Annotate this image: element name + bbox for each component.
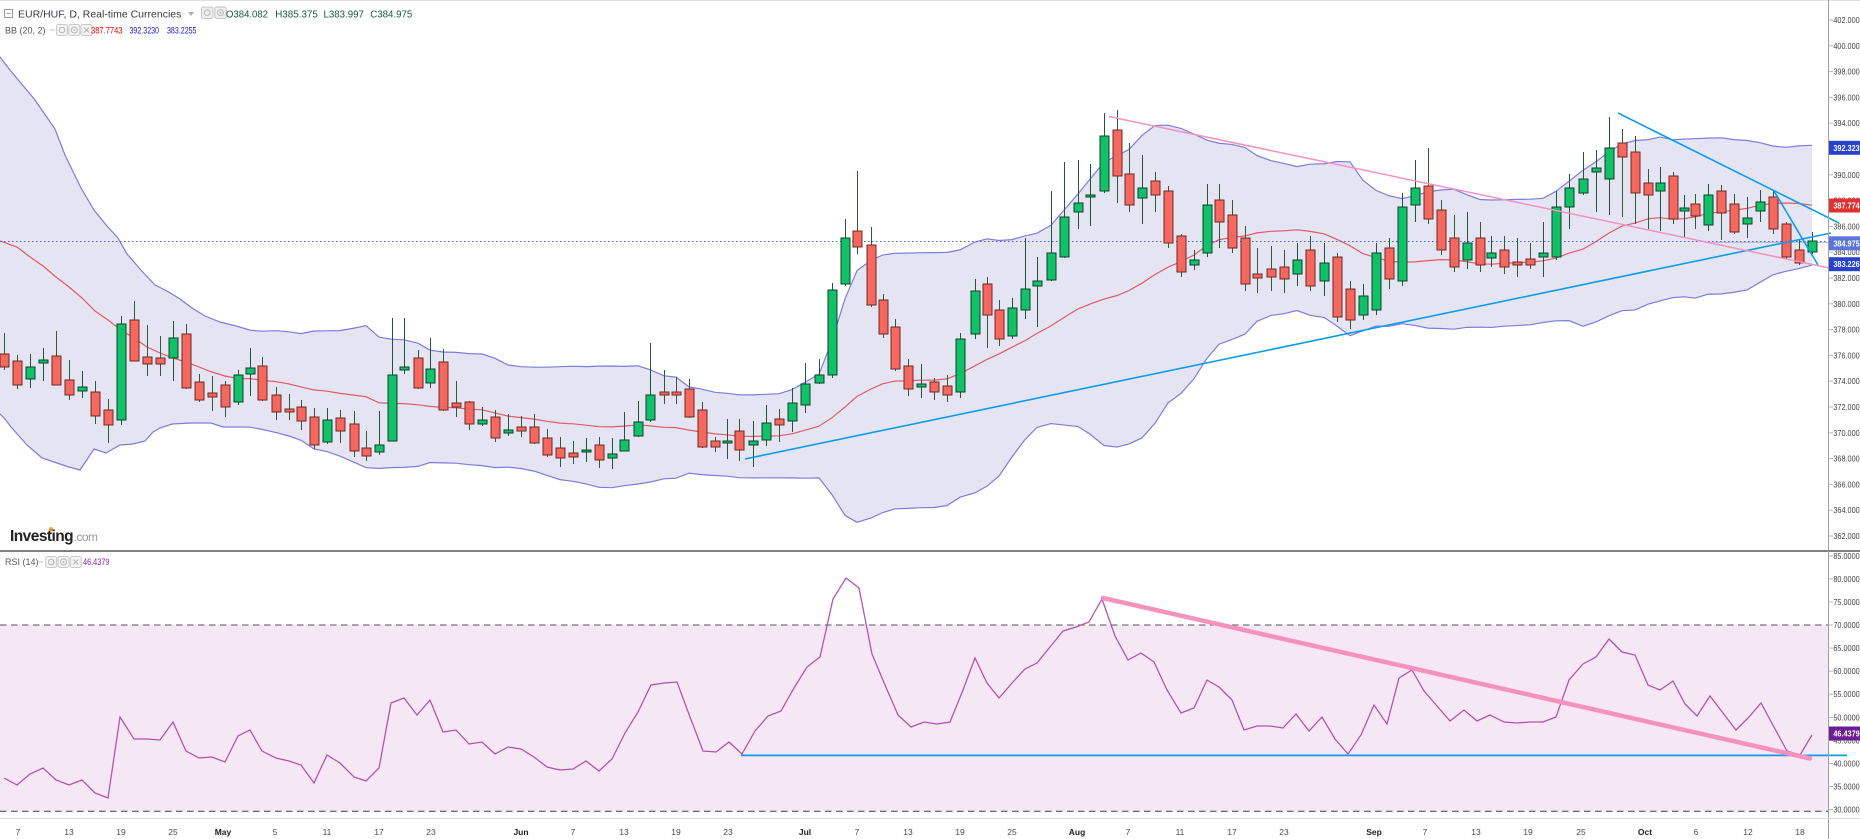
svg-text:Investing.com: Investing.com (10, 528, 98, 545)
svg-text:380.000: 380.000 (1833, 300, 1860, 309)
svg-text:23: 23 (1279, 827, 1289, 837)
svg-text:368.000: 368.000 (1833, 455, 1860, 464)
svg-text:L383.997: L383.997 (324, 9, 365, 21)
svg-text:392.323: 392.323 (1833, 144, 1860, 153)
svg-text:40.0000: 40.0000 (1833, 760, 1860, 769)
svg-text:Jun: Jun (513, 827, 528, 837)
svg-text:H385.375: H385.375 (275, 9, 318, 21)
svg-text:13: 13 (64, 827, 74, 837)
svg-text:60.0000: 60.0000 (1833, 667, 1860, 676)
svg-text:EUR/HUF, D, Real-time Currenci: EUR/HUF, D, Real-time Currencies (18, 9, 181, 21)
svg-text:25: 25 (1576, 827, 1586, 837)
svg-text:BB (20, 2): BB (20, 2) (5, 26, 46, 36)
svg-text:382.000: 382.000 (1833, 274, 1860, 283)
svg-text:390.000: 390.000 (1833, 171, 1860, 180)
svg-text:370.000: 370.000 (1833, 429, 1860, 438)
svg-text:70.0000: 70.0000 (1833, 621, 1860, 630)
svg-text:7: 7 (16, 827, 21, 837)
svg-text:23: 23 (723, 827, 733, 837)
svg-text:362.000: 362.000 (1833, 532, 1860, 541)
svg-text:7: 7 (1423, 827, 1428, 837)
svg-text:Jul: Jul (799, 827, 811, 837)
svg-text:35.0000: 35.0000 (1833, 783, 1860, 792)
svg-text:19: 19 (671, 827, 681, 837)
svg-text:C384.975: C384.975 (370, 9, 412, 21)
svg-text:7: 7 (1126, 827, 1131, 837)
svg-text:46.4379: 46.4379 (83, 557, 110, 567)
svg-text:19: 19 (116, 827, 126, 837)
svg-text:30.0000: 30.0000 (1833, 806, 1860, 815)
svg-text:65.0000: 65.0000 (1833, 644, 1860, 653)
svg-text:17: 17 (374, 827, 384, 837)
svg-text:5: 5 (273, 827, 278, 837)
svg-text:396.000: 396.000 (1833, 93, 1860, 102)
svg-text:55.0000: 55.0000 (1833, 690, 1860, 699)
svg-text:387.774: 387.774 (1833, 202, 1860, 211)
svg-text:13: 13 (1471, 827, 1481, 837)
svg-text:12: 12 (1743, 827, 1753, 837)
svg-text:387.7743: 387.7743 (91, 26, 123, 36)
svg-text:18: 18 (1795, 827, 1805, 837)
svg-text:364.000: 364.000 (1833, 506, 1860, 515)
svg-text:6: 6 (1694, 827, 1699, 837)
svg-text:392.3230: 392.3230 (130, 26, 160, 36)
svg-text:Oct: Oct (1638, 827, 1652, 837)
svg-text:400.000: 400.000 (1833, 42, 1860, 51)
svg-text:374.000: 374.000 (1833, 377, 1860, 386)
svg-text:80.0000: 80.0000 (1833, 575, 1860, 584)
svg-text:402.000: 402.000 (1833, 16, 1860, 25)
svg-text:50.0000: 50.0000 (1833, 713, 1860, 722)
svg-text:75.0000: 75.0000 (1833, 598, 1860, 607)
svg-text:366.000: 366.000 (1833, 480, 1860, 489)
svg-text:O384.082: O384.082 (226, 9, 268, 21)
svg-text:372.000: 372.000 (1833, 403, 1860, 412)
svg-text:383.226: 383.226 (1833, 260, 1860, 269)
svg-text:17: 17 (1227, 827, 1237, 837)
svg-text:384.000: 384.000 (1833, 248, 1860, 257)
svg-text:23: 23 (426, 827, 436, 837)
svg-text:386.000: 386.000 (1833, 222, 1860, 231)
svg-text:376.000: 376.000 (1833, 351, 1860, 360)
svg-text:25: 25 (1007, 827, 1017, 837)
svg-text:378.000: 378.000 (1833, 326, 1860, 335)
svg-text:RSI (14): RSI (14) (5, 557, 39, 567)
svg-text:394.000: 394.000 (1833, 119, 1860, 128)
svg-text:398.000: 398.000 (1833, 68, 1860, 77)
svg-text:May: May (215, 827, 232, 837)
svg-text:Aug: Aug (1069, 827, 1086, 837)
svg-text:85.0000: 85.0000 (1833, 552, 1860, 561)
svg-text:46.4379: 46.4379 (1833, 730, 1860, 739)
svg-text:7: 7 (571, 827, 576, 837)
svg-text:384.975: 384.975 (1833, 239, 1860, 248)
svg-text:45.0000: 45.0000 (1833, 736, 1860, 745)
svg-text:13: 13 (619, 827, 629, 837)
svg-text:7: 7 (855, 827, 860, 837)
svg-text:13: 13 (903, 827, 913, 837)
svg-text:Sep: Sep (1366, 827, 1382, 837)
svg-text:11: 11 (1176, 827, 1185, 837)
svg-text:19: 19 (955, 827, 965, 837)
svg-text:383.2255: 383.2255 (167, 26, 197, 36)
svg-text:25: 25 (168, 827, 178, 837)
svg-text:11: 11 (323, 827, 332, 837)
svg-text:19: 19 (1523, 827, 1533, 837)
